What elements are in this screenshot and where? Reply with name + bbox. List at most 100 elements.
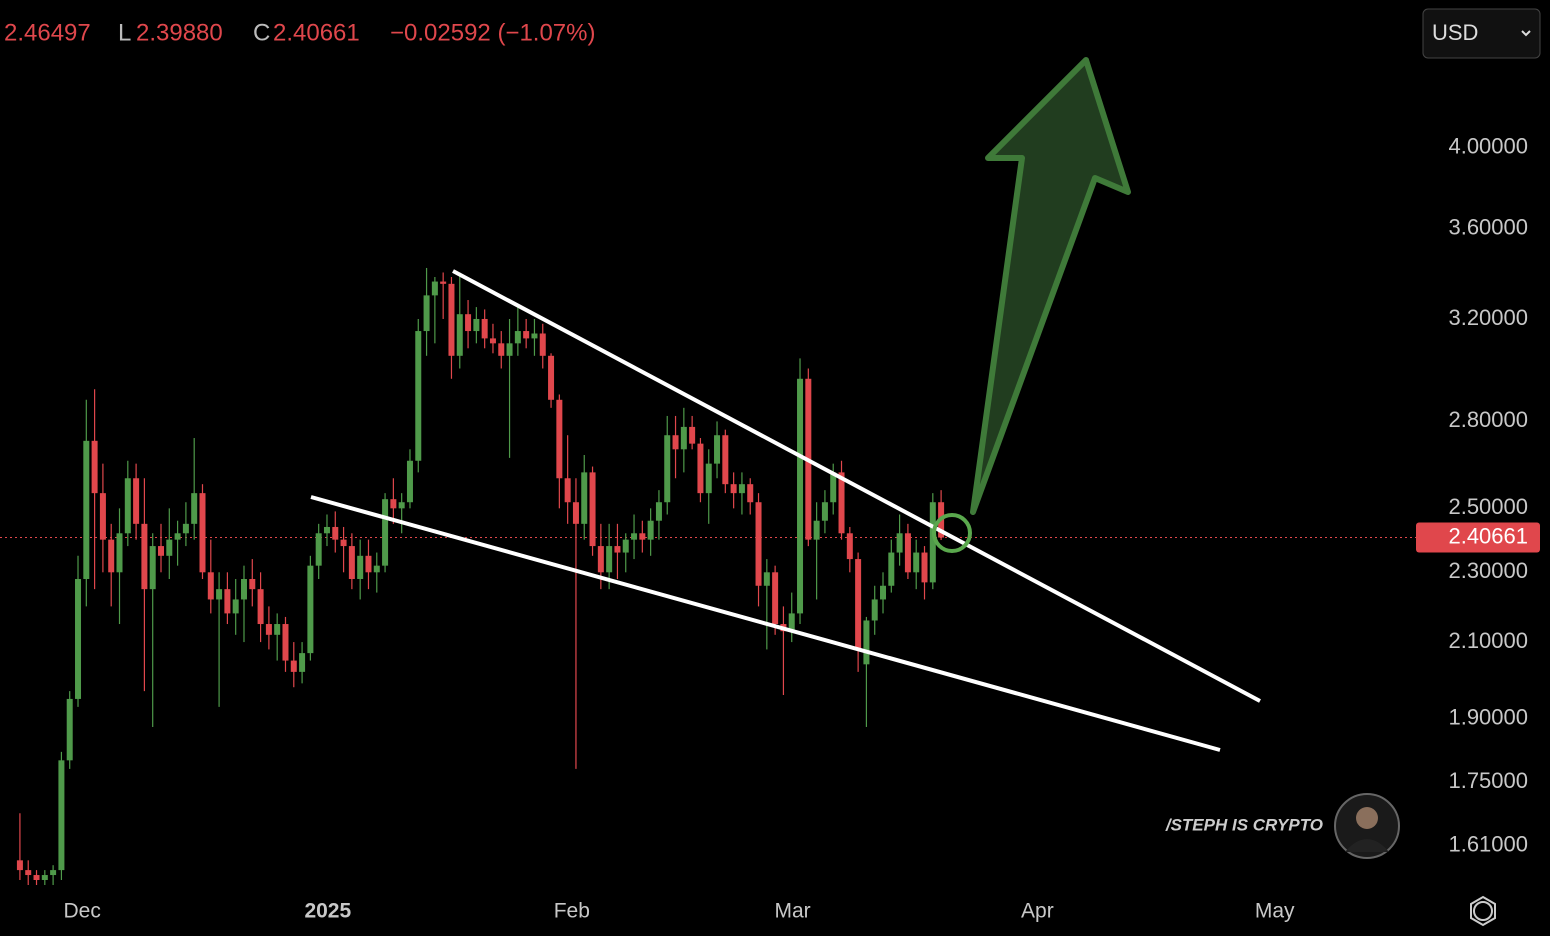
candle-body	[871, 599, 878, 621]
candle-body	[406, 460, 413, 503]
candle-body	[614, 546, 621, 553]
candle-body	[75, 579, 82, 699]
x-tick-label: Apr	[1021, 900, 1054, 923]
gear-outline[interactable]	[1470, 895, 1496, 927]
candle-body	[390, 499, 397, 509]
candle-body	[747, 484, 754, 503]
candle-body	[597, 546, 604, 573]
candle-body	[158, 546, 165, 556]
candle-body	[66, 698, 73, 761]
candle-body	[664, 435, 671, 503]
currency-select[interactable]: USD	[1422, 8, 1541, 59]
candle-body	[398, 502, 405, 509]
candle-body	[149, 546, 156, 590]
candle-body	[58, 760, 65, 871]
candle-body	[888, 552, 895, 586]
candle-body	[929, 502, 936, 583]
candle-body	[99, 493, 106, 540]
header-change: −0.02592 (−1.07%)	[390, 19, 596, 46]
candle-body	[506, 343, 513, 356]
candle-body	[323, 526, 330, 534]
candle-body	[240, 579, 247, 600]
candle-body	[606, 546, 613, 573]
candle-body	[431, 281, 438, 296]
candle-body	[722, 435, 729, 485]
candle-body	[257, 589, 264, 625]
candle-body	[680, 426, 687, 450]
candle-body	[821, 502, 828, 521]
y-tick-label: 1.61000	[1448, 832, 1528, 857]
candle-body	[855, 559, 862, 650]
candle-body	[572, 502, 579, 524]
candle-body	[755, 502, 762, 586]
currency-label[interactable]: USD	[1432, 20, 1478, 45]
candle-body	[224, 589, 231, 614]
candle-body	[498, 343, 505, 356]
candle-body	[116, 533, 123, 573]
x-tick-label: Mar	[774, 900, 810, 923]
candle-body	[166, 539, 173, 556]
currency-box[interactable]	[1422, 8, 1541, 59]
upper-trendline	[452, 269, 1261, 703]
candle-body	[332, 526, 339, 540]
candle-body	[481, 318, 488, 339]
y-tick-label: 3.20000	[1448, 305, 1528, 330]
y-tick-label: 2.50000	[1448, 494, 1528, 519]
breakout-circle	[932, 513, 972, 553]
last-price-box	[1416, 522, 1540, 553]
y-tick-label: 1.75000	[1448, 768, 1528, 793]
candle-body	[896, 533, 903, 553]
avatar-face	[1356, 807, 1378, 829]
y-tick-label: 4.00000	[1448, 134, 1528, 159]
candle-body	[523, 331, 530, 339]
header-close-label: C	[253, 19, 270, 46]
x-tick-label: May	[1255, 900, 1295, 923]
gear-ring[interactable]	[1473, 901, 1493, 921]
candle-body	[556, 399, 563, 479]
y-tick-label: 2.30000	[1448, 558, 1528, 583]
candle-body	[581, 472, 588, 524]
candle-body	[315, 533, 322, 566]
x-tick-label: Feb	[554, 900, 590, 923]
candle-body	[25, 870, 32, 876]
candle-body	[631, 533, 638, 540]
candle-body	[921, 552, 928, 583]
candle-body	[50, 870, 57, 876]
candle-body	[531, 333, 538, 339]
candle-body	[340, 539, 347, 547]
candle-body	[880, 585, 887, 600]
chevron[interactable]	[1521, 30, 1531, 37]
candle-body	[274, 624, 281, 635]
candle-body	[174, 533, 181, 540]
settings-button[interactable]	[1470, 895, 1496, 927]
candle-body	[904, 533, 911, 573]
candle-body	[440, 281, 447, 284]
candle-body	[108, 539, 115, 573]
candle-body	[539, 333, 546, 356]
candle-body	[83, 440, 90, 580]
candle-body	[714, 435, 721, 464]
candle-body	[647, 520, 654, 540]
header-low-label: L	[118, 19, 131, 46]
watermark: /STEPH IS CRYPTO	[1165, 793, 1400, 859]
candle-body	[33, 875, 40, 880]
y-tick-label: 2.80000	[1448, 407, 1528, 432]
candle-body	[639, 533, 646, 540]
candle-body	[797, 378, 804, 614]
candle-body	[622, 539, 629, 553]
candle-body	[838, 472, 845, 534]
candle-body	[133, 478, 140, 524]
candle-body	[514, 331, 521, 344]
x-tick-label: 2025	[304, 900, 351, 923]
candle-body	[382, 499, 389, 566]
candle-body	[249, 579, 256, 590]
candle-body	[672, 435, 679, 450]
candle-body	[415, 331, 422, 461]
candle-body	[456, 314, 463, 356]
y-tick-label: 1.90000	[1448, 705, 1528, 730]
candle-body	[846, 533, 853, 560]
candle-body	[207, 572, 214, 600]
candle-body	[763, 572, 770, 586]
